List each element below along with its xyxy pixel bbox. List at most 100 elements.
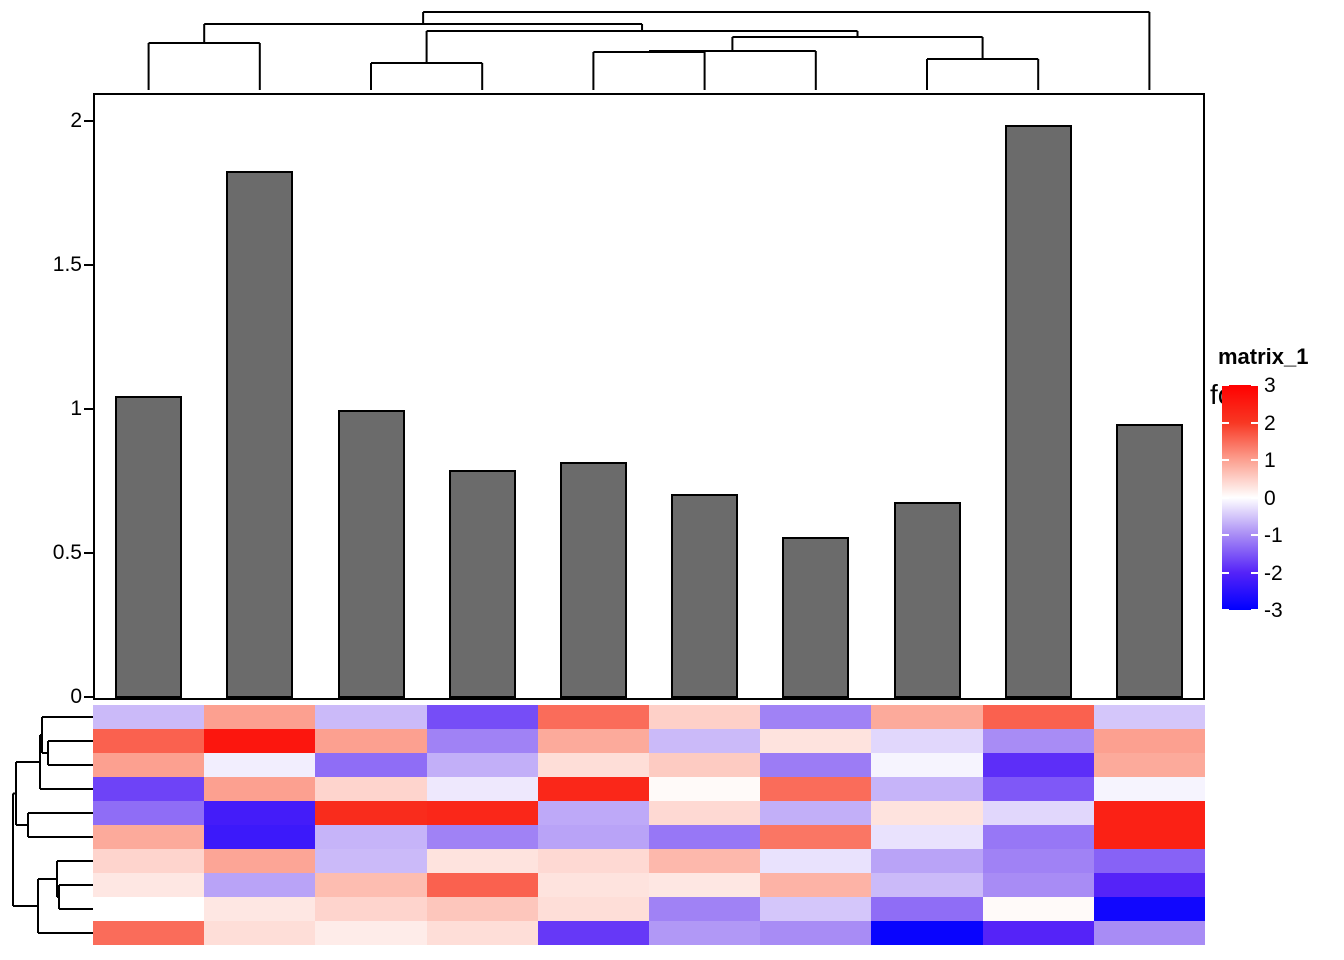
heatmap-cell (760, 705, 871, 729)
heatmap-cell (538, 825, 649, 849)
heatmap-cell (871, 777, 983, 801)
bar-column-6 (671, 494, 738, 698)
bar-column-10 (1116, 424, 1183, 698)
legend-label: 3 (1264, 374, 1276, 397)
legend-tick-dash (1222, 422, 1229, 424)
heatmap-cell (93, 873, 204, 897)
heatmap-cell (427, 729, 538, 753)
heatmap-cell (204, 897, 315, 921)
heatmap-cell (427, 897, 538, 921)
heatmap-cell (1094, 729, 1205, 753)
heatmap-cell (427, 801, 538, 825)
heatmap-cell (204, 705, 315, 729)
heatmap-cell (983, 825, 1094, 849)
heatmap-cell (93, 705, 204, 729)
legend-label: 0 (1264, 487, 1276, 510)
y-axis-label: 2 (70, 109, 82, 132)
heatmap-cell (204, 777, 315, 801)
row-dendrogram (12, 716, 93, 934)
legend-tick-dash (1222, 459, 1229, 461)
heatmap-cell (760, 921, 871, 945)
heatmap-cell (93, 825, 204, 849)
heatmap-cell (1094, 777, 1205, 801)
heatmap-cell (204, 849, 315, 873)
heatmap-cell (649, 825, 760, 849)
legend-tick-dash (1251, 422, 1258, 424)
heatmap-cell (538, 729, 649, 753)
heatmap-cell (204, 729, 315, 753)
heatmap-cell (315, 921, 427, 945)
heatmap-cell (427, 921, 538, 945)
heatmap-cell (1094, 801, 1205, 825)
legend-label: -3 (1264, 599, 1283, 622)
y-axis-label: 0 (70, 685, 82, 708)
legend-tick-dash (1222, 609, 1229, 611)
heatmap-cell (538, 753, 649, 777)
heatmap-cell (315, 753, 427, 777)
heatmap-cell (93, 921, 204, 945)
heatmap-cell (93, 897, 204, 921)
y-axis-label: 1 (70, 397, 82, 420)
heatmap-cell (427, 777, 538, 801)
heatmap-cell (427, 705, 538, 729)
heatmap-cell (315, 777, 427, 801)
heatmap-cell (871, 921, 983, 945)
bar-column-8 (894, 502, 961, 698)
legend-tick-dash (1222, 497, 1229, 499)
heatmap-cell (427, 825, 538, 849)
column-dendrogram (147, 11, 1151, 90)
bar-column-1 (115, 396, 182, 698)
heatmap-cell (538, 921, 649, 945)
heatmap-cell (1094, 873, 1205, 897)
heatmap-cell (760, 825, 871, 849)
heatmap-cell (204, 753, 315, 777)
heatmap-cell (93, 777, 204, 801)
heatmap-cell (983, 849, 1094, 873)
heatmap-cell (315, 897, 427, 921)
legend-title: matrix_1 (1218, 344, 1309, 369)
heatmap-cell (983, 897, 1094, 921)
heatmap-cell (983, 777, 1094, 801)
heatmap-cell (538, 873, 649, 897)
legend-tick-dash (1222, 534, 1229, 536)
legend-tick-dash (1251, 384, 1258, 386)
heatmap-cell (93, 729, 204, 753)
heatmap-cell (538, 801, 649, 825)
heatmap-cell (427, 849, 538, 873)
heatmap-cell (760, 801, 871, 825)
heatmap-cell (315, 801, 427, 825)
heatmap-cell (983, 705, 1094, 729)
heatmap-cell (1094, 825, 1205, 849)
heatmap-cell (649, 801, 760, 825)
y-axis-tick (84, 120, 93, 122)
heatmap-cell (871, 897, 983, 921)
heatmap-cell (649, 897, 760, 921)
heatmap-cell (760, 777, 871, 801)
bar-column-9 (1005, 125, 1072, 698)
legend-label: -2 (1264, 562, 1283, 585)
legend-tick-dash (1251, 572, 1258, 574)
legend-tick-dash (1251, 609, 1258, 611)
heatmap-cell (649, 753, 760, 777)
y-axis-label: 1.5 (52, 253, 82, 276)
heatmap-cell (983, 729, 1094, 753)
legend-label: -1 (1264, 524, 1283, 547)
heatmap-cell (538, 777, 649, 801)
heatmap-cell (649, 849, 760, 873)
heatmap-cell (315, 729, 427, 753)
heatmap-cell (871, 705, 983, 729)
heatmap-cell (760, 753, 871, 777)
heatmap-cell (871, 849, 983, 873)
heatmap-cell (649, 705, 760, 729)
heatmap-cell (427, 753, 538, 777)
heatmap-cell (871, 825, 983, 849)
heatmap-cell (871, 873, 983, 897)
heatmap-cell (538, 705, 649, 729)
y-axis-tick (84, 408, 93, 410)
heatmap-cell (983, 753, 1094, 777)
heatmap-cell (427, 873, 538, 897)
heatmap-cell (204, 825, 315, 849)
heatmap-cell (1094, 921, 1205, 945)
heatmap-cell (649, 777, 760, 801)
heatmap-cell (93, 753, 204, 777)
